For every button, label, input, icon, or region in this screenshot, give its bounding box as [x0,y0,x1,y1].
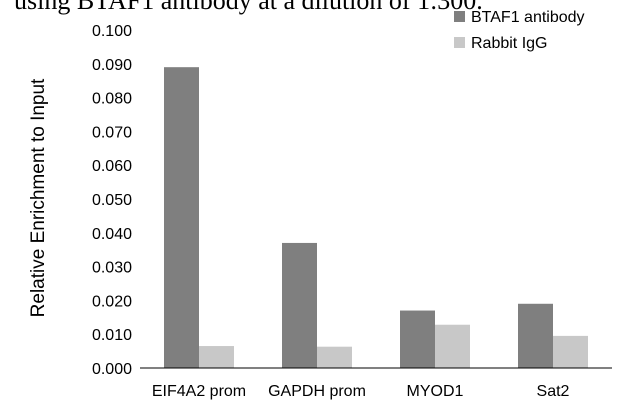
y-tick-label: 0.100 [92,23,132,40]
bar [199,346,234,368]
y-tick-label: 0.080 [92,91,132,108]
x-tick-label: GAPDH prom [268,383,366,400]
bar [518,303,553,368]
y-tick-label: 0.000 [92,361,132,378]
legend-swatch [454,37,465,48]
figure-caption: using BTAF1 antibody at a dilution of 1:… [14,0,483,15]
legend: BTAF1 antibody Rabbit IgG [454,9,585,52]
x-tick-label: Sat2 [537,383,570,400]
bar [282,242,317,368]
bar [164,67,199,369]
x-tick-label: EIF4A2 prom [152,383,246,400]
y-tick-label: 0.030 [92,260,132,277]
bar [317,346,352,368]
y-axis-ticks: 0.000 0.010 0.020 0.030 0.040 0.050 0.060 0.070… [92,23,132,378]
legend-label: Rabbit IgG [471,35,547,52]
y-tick-label: 0.050 [92,192,132,209]
y-tick-label: 0.040 [92,226,132,243]
y-axis-title: Relative Enrichment to Input [28,78,49,317]
y-tick-label: 0.060 [92,158,132,175]
y-tick-label: 0.010 [92,327,132,344]
legend-swatch [454,11,465,22]
legend-label: BTAF1 antibody [471,9,585,26]
y-tick-label: 0.020 [92,293,132,310]
bar [553,335,588,368]
bar [435,324,470,368]
x-axis-ticks: EIF4A2 prom GAPDH prom MYOD1 Sat2 [152,383,570,400]
y-tick-label: 0.090 [92,57,132,74]
bar [400,310,435,368]
x-tick-label: MYOD1 [407,383,464,400]
y-tick-label: 0.070 [92,124,132,141]
bars [164,67,588,369]
